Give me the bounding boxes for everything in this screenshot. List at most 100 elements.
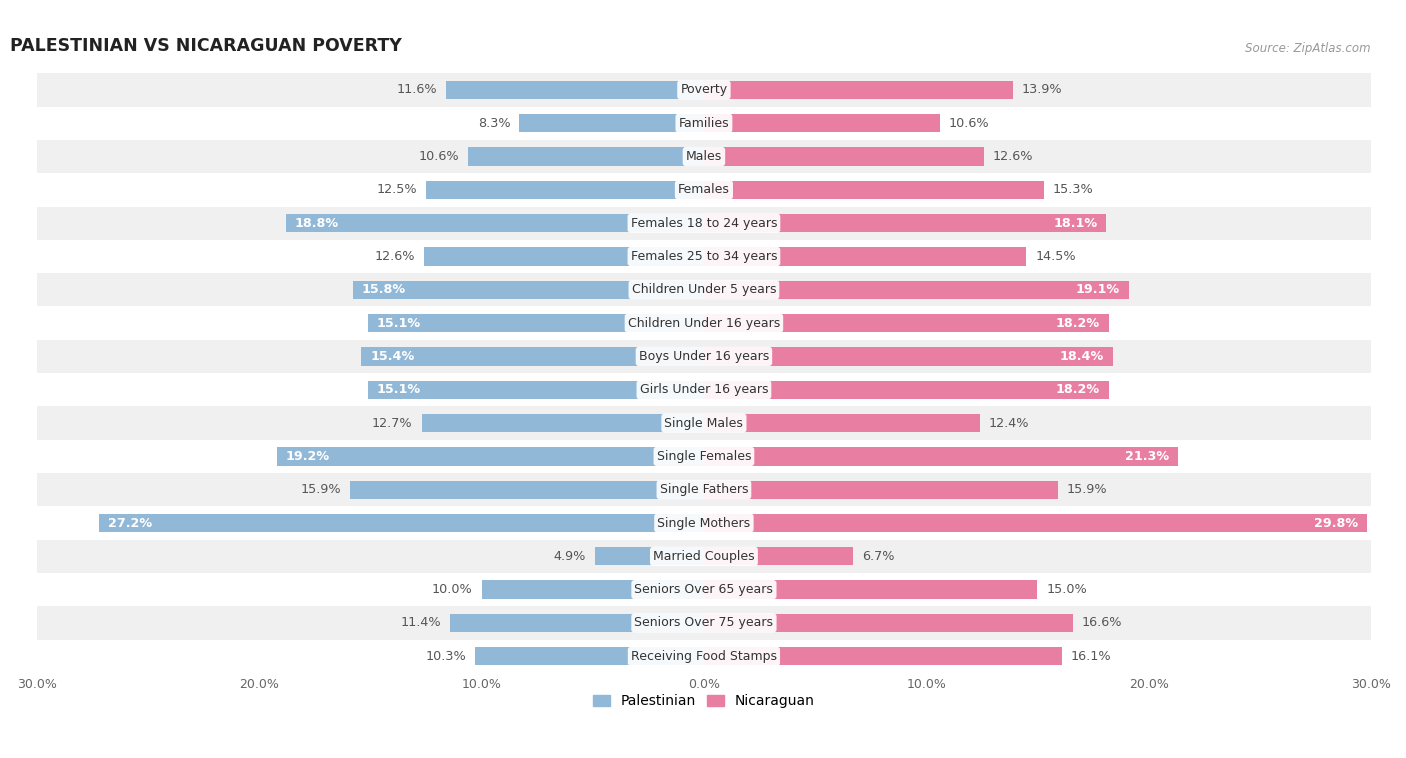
Bar (37, 173, 1371, 206)
Bar (704, 481, 1057, 499)
Text: 10.6%: 10.6% (419, 150, 460, 163)
Bar (37, 540, 1371, 573)
Text: 10.6%: 10.6% (949, 117, 990, 130)
Bar (37, 640, 1371, 673)
Text: 12.6%: 12.6% (374, 250, 415, 263)
Text: Single Females: Single Females (657, 450, 751, 463)
Text: Families: Families (679, 117, 730, 130)
Text: 12.7%: 12.7% (373, 417, 412, 430)
Bar (37, 273, 1371, 306)
Bar (704, 81, 1014, 99)
Text: 29.8%: 29.8% (1313, 516, 1358, 530)
Text: Children Under 16 years: Children Under 16 years (628, 317, 780, 330)
Text: Receiving Food Stamps: Receiving Food Stamps (631, 650, 778, 662)
Text: Single Mothers: Single Mothers (658, 516, 751, 530)
Bar (704, 547, 853, 565)
Text: 6.7%: 6.7% (862, 550, 894, 563)
Legend: Palestinian, Nicaraguan: Palestinian, Nicaraguan (588, 689, 820, 714)
Bar (350, 481, 704, 499)
Bar (37, 373, 1371, 406)
Text: Males: Males (686, 150, 723, 163)
Bar (704, 414, 980, 432)
Bar (37, 506, 1371, 540)
Text: 19.1%: 19.1% (1076, 283, 1119, 296)
Text: Seniors Over 75 years: Seniors Over 75 years (634, 616, 773, 629)
Text: 15.0%: 15.0% (1046, 583, 1087, 596)
Text: 11.4%: 11.4% (401, 616, 441, 629)
Text: Females 25 to 34 years: Females 25 to 34 years (631, 250, 778, 263)
Text: 8.3%: 8.3% (478, 117, 510, 130)
Bar (704, 581, 1038, 599)
Bar (422, 414, 704, 432)
Text: 12.6%: 12.6% (993, 150, 1033, 163)
Text: 13.9%: 13.9% (1022, 83, 1063, 96)
Bar (37, 440, 1371, 473)
Bar (37, 306, 1371, 340)
Text: 16.1%: 16.1% (1071, 650, 1112, 662)
Bar (704, 114, 939, 133)
Text: 14.5%: 14.5% (1035, 250, 1076, 263)
Text: Poverty: Poverty (681, 83, 727, 96)
Bar (481, 581, 704, 599)
Bar (704, 347, 1114, 365)
Bar (704, 147, 984, 166)
Bar (704, 180, 1045, 199)
Bar (468, 147, 704, 166)
Text: 15.8%: 15.8% (361, 283, 405, 296)
Bar (704, 280, 1129, 299)
Bar (704, 514, 1367, 532)
Bar (704, 447, 1178, 465)
Text: Females 18 to 24 years: Females 18 to 24 years (631, 217, 778, 230)
Bar (475, 647, 704, 666)
Text: 18.2%: 18.2% (1056, 384, 1099, 396)
Text: 15.9%: 15.9% (1066, 483, 1107, 496)
Text: 18.2%: 18.2% (1056, 317, 1099, 330)
Text: 10.3%: 10.3% (425, 650, 465, 662)
Text: 18.4%: 18.4% (1060, 350, 1104, 363)
Text: 16.6%: 16.6% (1083, 616, 1122, 629)
Bar (353, 280, 704, 299)
Bar (37, 406, 1371, 440)
Text: 21.3%: 21.3% (1125, 450, 1168, 463)
Text: Source: ZipAtlas.com: Source: ZipAtlas.com (1246, 42, 1371, 55)
Text: Girls Under 16 years: Girls Under 16 years (640, 384, 768, 396)
Bar (368, 381, 704, 399)
Bar (595, 547, 704, 565)
Text: 12.4%: 12.4% (988, 417, 1029, 430)
Text: Married Couples: Married Couples (654, 550, 755, 563)
Bar (704, 614, 1073, 632)
Text: Single Males: Single Males (665, 417, 744, 430)
Bar (37, 606, 1371, 640)
Text: 11.6%: 11.6% (396, 83, 437, 96)
Text: 12.5%: 12.5% (377, 183, 418, 196)
Text: Females: Females (678, 183, 730, 196)
Bar (37, 473, 1371, 506)
Bar (277, 447, 704, 465)
Bar (285, 214, 704, 233)
Bar (361, 347, 704, 365)
Bar (446, 81, 704, 99)
Text: Single Fathers: Single Fathers (659, 483, 748, 496)
Bar (37, 74, 1371, 107)
Bar (368, 314, 704, 332)
Bar (37, 340, 1371, 373)
Bar (704, 647, 1062, 666)
Bar (37, 107, 1371, 140)
Text: 4.9%: 4.9% (554, 550, 586, 563)
Bar (37, 573, 1371, 606)
Text: 15.3%: 15.3% (1053, 183, 1094, 196)
Text: 10.0%: 10.0% (432, 583, 472, 596)
Bar (37, 140, 1371, 173)
Text: 15.1%: 15.1% (377, 317, 422, 330)
Text: 18.1%: 18.1% (1053, 217, 1098, 230)
Bar (423, 247, 704, 265)
Bar (37, 206, 1371, 240)
Text: Boys Under 16 years: Boys Under 16 years (638, 350, 769, 363)
Text: 15.9%: 15.9% (301, 483, 342, 496)
Bar (704, 214, 1107, 233)
Text: Seniors Over 65 years: Seniors Over 65 years (634, 583, 773, 596)
Text: 19.2%: 19.2% (285, 450, 330, 463)
Text: 15.4%: 15.4% (370, 350, 415, 363)
Bar (450, 614, 704, 632)
Bar (704, 247, 1026, 265)
